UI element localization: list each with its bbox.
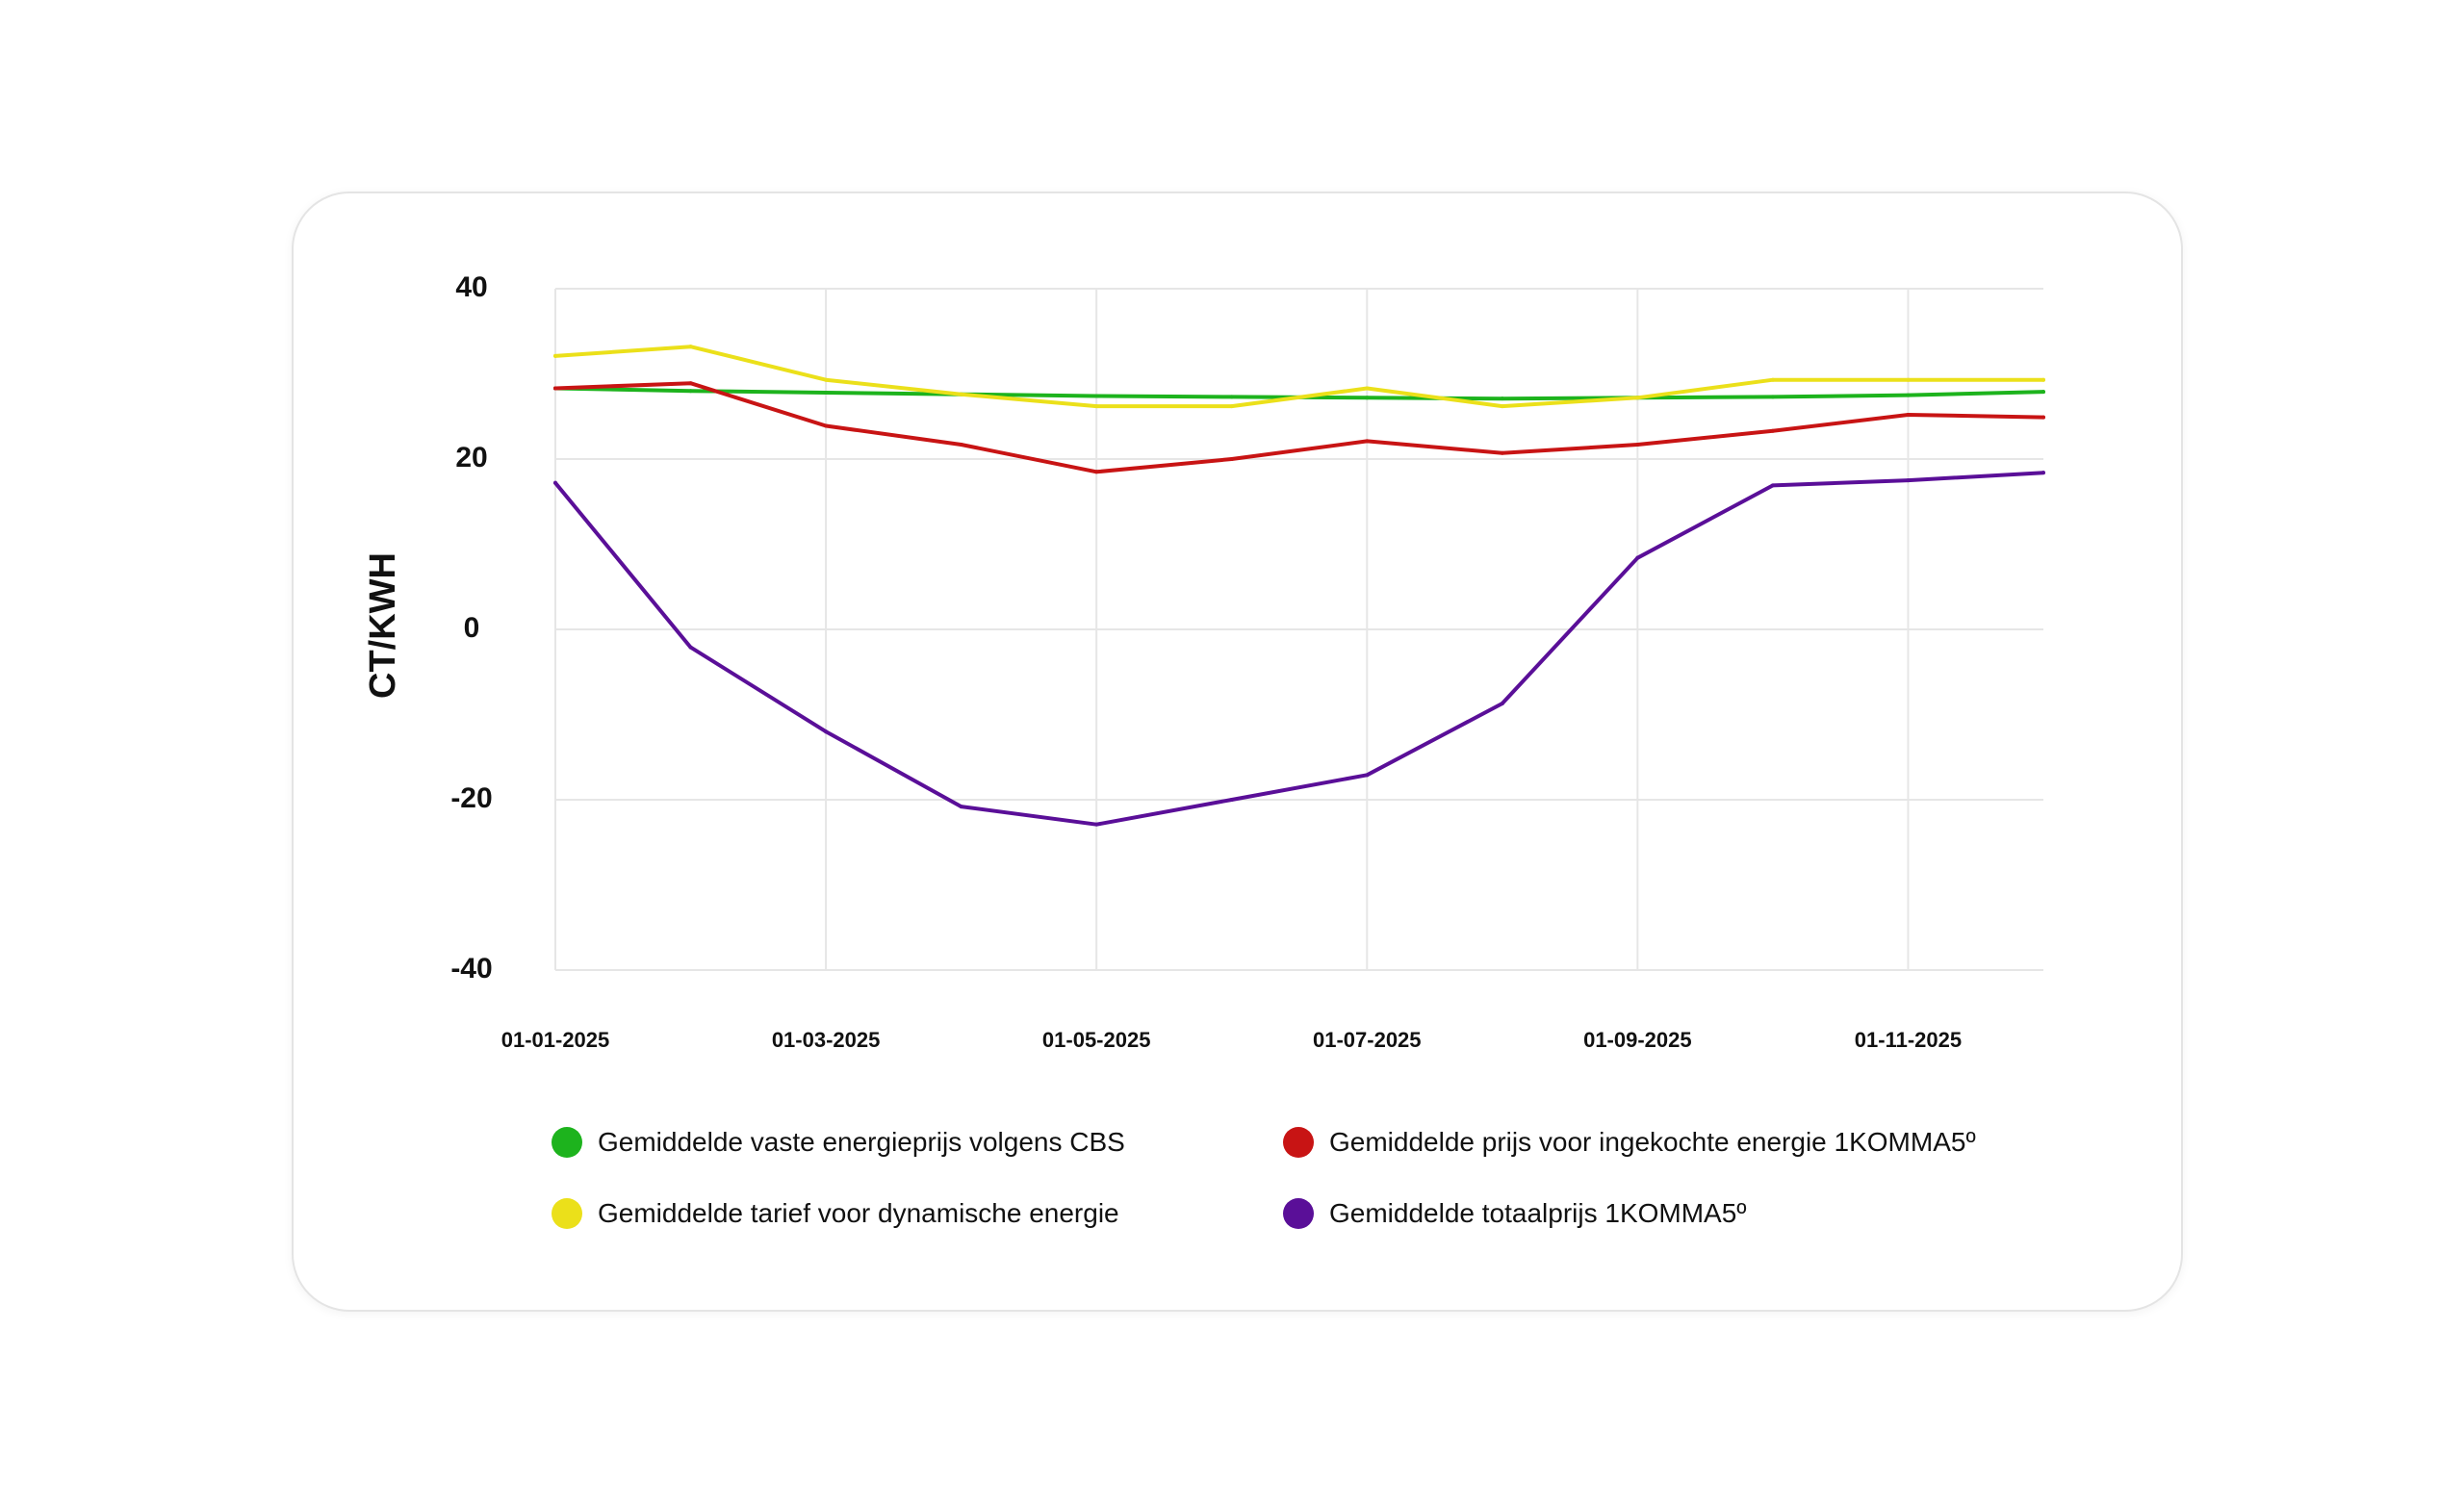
data-point [1635, 442, 1640, 447]
x-axis-ticks: 01-01-2025 01-03-2025 01-05-2025 01-07-2025… [501, 1028, 1962, 1052]
data-point [959, 442, 963, 447]
legend-label: Gemiddelde totaalprijs 1KOMMA5º [1329, 1198, 1747, 1228]
data-point [688, 381, 693, 386]
data-point [1635, 555, 1640, 560]
data-point [553, 480, 557, 485]
series-line [553, 471, 2045, 827]
legend-item-total-price[interactable]: Gemiddelde totaalprijs 1KOMMA5º [1283, 1197, 2053, 1230]
series-2 [553, 345, 2045, 409]
data-point [824, 377, 829, 382]
data-point [1770, 395, 1775, 399]
data-point [2041, 471, 2045, 475]
y-axis-label: CT/KWH [363, 552, 403, 699]
data-point [1500, 404, 1504, 409]
data-point [1500, 396, 1504, 401]
data-point [1094, 470, 1099, 474]
data-point [1094, 822, 1099, 827]
data-point [1094, 394, 1099, 398]
legend-label: Gemiddelde tarief voor dynamische energi… [598, 1198, 1119, 1228]
data-point [2041, 415, 2045, 420]
data-point [1770, 428, 1775, 433]
data-point [2041, 377, 2045, 382]
x-tick-label: 01-01-2025 [501, 1028, 610, 1052]
legend-item-purchased-energy-price[interactable]: Gemiddelde prijs voor ingekochte energie… [1283, 1126, 2053, 1159]
data-point [1229, 457, 1234, 461]
legend-swatch [552, 1198, 582, 1229]
data-point [688, 645, 693, 650]
data-point [1500, 701, 1504, 705]
legend: Gemiddelde vaste energieprijs volgens CB… [552, 1126, 2053, 1230]
data-point [1770, 377, 1775, 382]
x-tick-label: 01-03-2025 [772, 1028, 881, 1052]
data-point [824, 390, 829, 395]
data-point [688, 345, 693, 349]
legend-item-dynamic-tariff[interactable]: Gemiddelde tarief voor dynamische energi… [552, 1197, 1283, 1230]
data-point [1365, 773, 1370, 778]
legend-swatch [1283, 1127, 1314, 1158]
y-tick-label: 40 [455, 271, 487, 303]
x-tick-label: 01-09-2025 [1583, 1028, 1692, 1052]
legend-swatch [552, 1127, 582, 1158]
data-point [1365, 396, 1370, 400]
x-tick-label: 01-07-2025 [1313, 1028, 1422, 1052]
data-point [1365, 439, 1370, 444]
x-tick-label: 01-05-2025 [1042, 1028, 1151, 1052]
data-point [1906, 412, 1911, 417]
series-4 [553, 471, 2045, 827]
data-point [824, 729, 829, 734]
legend-label: Gemiddelde vaste energieprijs volgens CB… [598, 1127, 1125, 1157]
legend-item-cbs-fixed-price[interactable]: Gemiddelde vaste energieprijs volgens CB… [552, 1126, 1283, 1159]
data-point [1635, 396, 1640, 400]
data-point [1906, 478, 1911, 483]
data-point [959, 392, 963, 396]
series-3 [553, 381, 2045, 474]
data-point [553, 353, 557, 358]
data-point [959, 805, 963, 809]
data-point [1229, 404, 1234, 409]
y-tick-label: -40 [450, 953, 492, 985]
data-point [1229, 395, 1234, 399]
data-point [1229, 798, 1234, 802]
data-point [1094, 404, 1099, 409]
y-tick-label: 20 [455, 442, 487, 473]
gridlines [554, 288, 2043, 971]
data-point [824, 423, 829, 428]
legend-label: Gemiddelde prijs voor ingekochte energie… [1329, 1127, 1976, 1157]
y-tick-label: -20 [450, 782, 492, 814]
y-axis-ticks: 40 20 0 -20 -40 [450, 271, 492, 985]
series-line [553, 381, 2045, 474]
series-line [553, 345, 2045, 409]
data-point [1906, 393, 1911, 397]
data-point [688, 389, 693, 394]
series-lines [553, 345, 2045, 827]
data-point [1500, 450, 1504, 455]
x-tick-label: 01-11-2025 [1855, 1028, 1962, 1052]
y-tick-label: 0 [464, 612, 480, 644]
legend-swatch [1283, 1198, 1314, 1229]
data-point [553, 386, 557, 391]
data-point [2041, 390, 2045, 395]
data-point [1906, 377, 1911, 382]
data-point [1770, 483, 1775, 488]
data-point [1365, 386, 1370, 391]
